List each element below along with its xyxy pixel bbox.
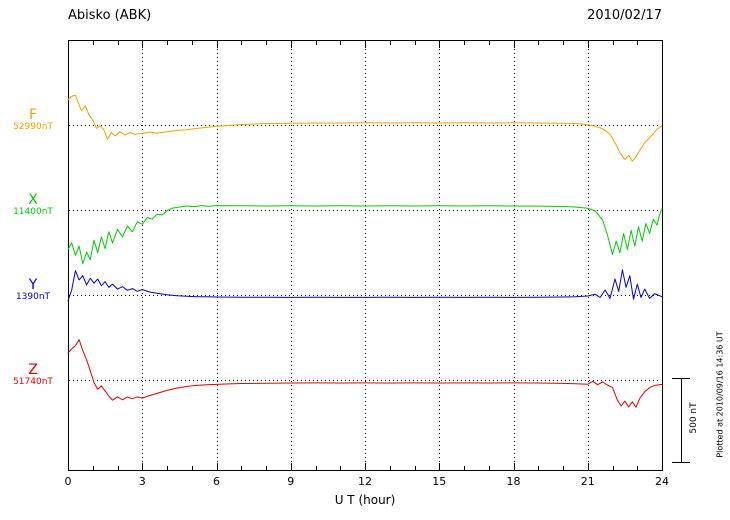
x-tick-label: 0 [64,475,72,488]
trace-baseline-value-F: 52990nT [13,122,53,133]
plotted-at-note: Plotted at 2010/09/16 14:36 UT [715,331,725,458]
trace-label-X: X 11400nT [2,192,64,218]
trace-X [67,205,663,265]
scale-bar-label: 500 nT [689,402,699,434]
x-tick-label: 24 [655,475,669,488]
x-tick-label: 15 [432,475,447,488]
trace-baseline-value-Y: 1390nT [15,292,51,303]
plot-date: 2010/02/17 [587,8,662,23]
x-axis-tick-labels: 0 3 6 9 12 15 18 21 24 [0,475,730,489]
trace-F [67,94,663,162]
trace-baseline-value-Z: 51740nT [13,377,53,388]
trace-label-Y: Y 1390nT [2,277,64,303]
x-tick-label: 3 [138,475,146,488]
trace-Z [67,339,663,408]
trace-letter-F: F [28,107,38,123]
x-tick-label: 21 [580,475,595,488]
trace-Y [67,269,663,302]
x-tick-label: 9 [287,475,295,488]
station-title: Abisko (ABK) [68,8,152,23]
trace-letter-X: X [28,192,38,208]
plot-frame [68,40,663,471]
trace-baseline-value-X: 11400nT [13,207,53,218]
trace-label-Z: Z 51740nT [2,362,64,388]
trace-letter-Z: Z [28,362,38,378]
x-tick-label: 18 [506,475,521,488]
x-tick-label: 6 [213,475,220,488]
trace-label-F: F 52990nT [2,107,64,133]
trace-letter-Y: Y [28,277,38,293]
x-tick-label: 12 [358,475,372,488]
x-axis-title: U T (hour) [334,493,396,507]
